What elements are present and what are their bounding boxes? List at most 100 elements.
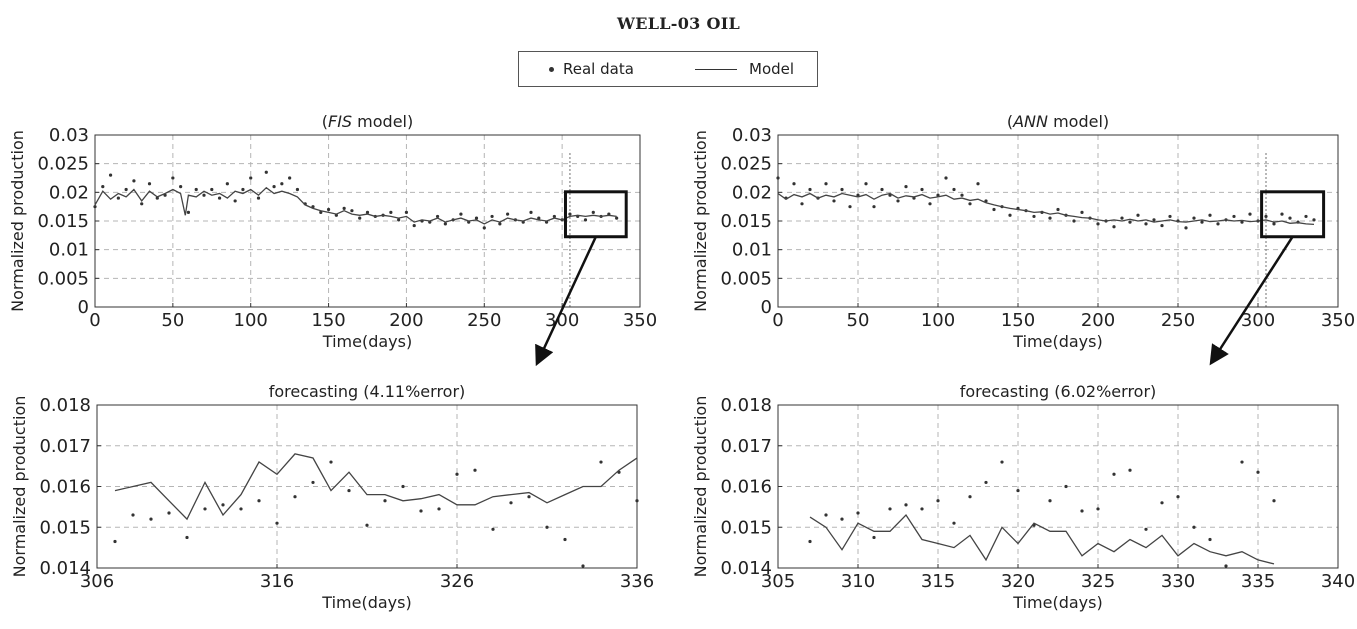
real-data-point — [615, 216, 619, 220]
x-tick-label: 100 — [921, 310, 955, 331]
real-data-point — [288, 176, 292, 180]
real-data-point — [832, 199, 836, 203]
real-data-point — [347, 488, 351, 493]
real-data-point — [397, 218, 401, 222]
real-data-point — [1256, 470, 1260, 474]
real-data-point — [437, 507, 441, 511]
x-tick-label: 200 — [1081, 310, 1115, 331]
real-data-point — [552, 214, 556, 219]
real-data-point — [203, 507, 207, 511]
y-tick-label: 0.02 — [49, 182, 89, 203]
real-data-point — [1192, 525, 1196, 529]
real-data-point — [474, 216, 479, 220]
model-line — [777, 192, 1315, 226]
real-data-point — [1176, 495, 1180, 499]
x-tick-label: 150 — [311, 310, 345, 331]
real-data-point — [1056, 207, 1060, 212]
real-data-point — [1168, 214, 1172, 219]
y-tick-label: 0.03 — [732, 125, 772, 146]
y-tick-label: 0.005 — [720, 268, 772, 289]
chart-title-model: FIS — [328, 112, 352, 131]
real-data-point — [581, 564, 585, 568]
real-data-point — [864, 182, 868, 186]
x-tick-label: 335 — [1241, 571, 1275, 592]
real-data-point — [1000, 460, 1004, 464]
x-tick-label: 50 — [161, 310, 184, 331]
real-data-point — [311, 480, 315, 485]
y-axis-label: Normalized production — [691, 130, 710, 312]
real-data-point — [1160, 501, 1164, 505]
x-tick-label: 315 — [921, 571, 955, 592]
real-data-point — [140, 202, 144, 206]
chart-title: forecasting (4.11%error) — [269, 382, 466, 401]
real-data-point — [1208, 213, 1212, 217]
model-line-marker-icon — [695, 69, 737, 70]
real-data-point — [992, 207, 996, 212]
real-data-point — [326, 207, 331, 212]
zoom-box — [1260, 190, 1326, 239]
real-data-point — [1264, 214, 1268, 219]
zoom-arrow — [1209, 236, 1294, 366]
x-tick-label: 0 — [772, 310, 783, 331]
real-data-point — [563, 537, 567, 542]
real-data-point — [800, 202, 804, 206]
real-data-point — [233, 199, 237, 203]
real-data-point — [808, 539, 812, 544]
x-tick-label: 350 — [623, 310, 657, 331]
real-data-point — [1280, 212, 1284, 216]
y-tick-label: 0 — [761, 297, 772, 318]
real-data-point — [401, 484, 405, 489]
real-data-point — [155, 196, 159, 200]
real-data-point — [108, 173, 113, 177]
chart-title-post: model) — [352, 112, 413, 131]
real-data-point — [131, 513, 135, 517]
y-tick-label: 0.015 — [720, 211, 772, 232]
real-data-point — [319, 210, 323, 214]
y-tick-label: 0.015 — [720, 517, 772, 538]
real-data-point — [824, 182, 828, 186]
chart-title-pre: ( — [1007, 112, 1013, 131]
real-data-point — [116, 196, 120, 200]
real-data-point — [1224, 564, 1228, 568]
x-tick-label: 250 — [467, 310, 501, 331]
real-data-point — [583, 218, 588, 222]
real-data-point — [329, 460, 333, 464]
real-data-point — [365, 210, 370, 214]
real-data-point — [1112, 472, 1116, 476]
real-data-point — [1136, 213, 1140, 217]
real-data-point — [171, 176, 175, 180]
real-data-point — [1048, 216, 1052, 220]
real-data-point — [1112, 225, 1116, 229]
y-tick-label: 0.01 — [732, 240, 772, 261]
real-data-point — [960, 193, 964, 197]
y-tick-label: 0.015 — [39, 517, 91, 538]
real-data-point — [1032, 214, 1036, 219]
real-data-point — [257, 499, 261, 503]
x-axis-label: Time(days) — [321, 593, 411, 612]
real-data-point — [1152, 218, 1156, 222]
real-data-point — [1144, 222, 1148, 226]
real-data-point — [473, 468, 477, 472]
y-tick-label: 0.02 — [732, 182, 772, 203]
real-data-point — [1008, 213, 1012, 217]
chart-title-post: model) — [1048, 112, 1109, 131]
real-data-point — [840, 517, 844, 521]
real-data-point — [1096, 507, 1100, 511]
x-tick-label: 325 — [1081, 571, 1115, 592]
real-data-point — [848, 205, 852, 209]
real-data-point — [888, 507, 892, 511]
chart-fis-full: 0 50 100 150 200 250 300 35000.0050.010.0150.02… — [8, 112, 657, 351]
real-data-point — [568, 212, 572, 216]
real-data-point — [968, 202, 972, 206]
real-data-point — [824, 513, 828, 517]
y-axis-label: Normalized production — [691, 396, 710, 578]
y-tick-label: 0.014 — [39, 558, 91, 579]
real-data-point — [904, 185, 908, 189]
figure-title: WELL-03 OIL — [616, 14, 741, 33]
real-data-point — [896, 199, 900, 203]
real-data-point — [591, 210, 595, 214]
real-data-point — [952, 187, 956, 192]
real-data-point — [482, 226, 486, 230]
real-data-point — [210, 187, 214, 192]
real-data-point — [808, 187, 812, 192]
